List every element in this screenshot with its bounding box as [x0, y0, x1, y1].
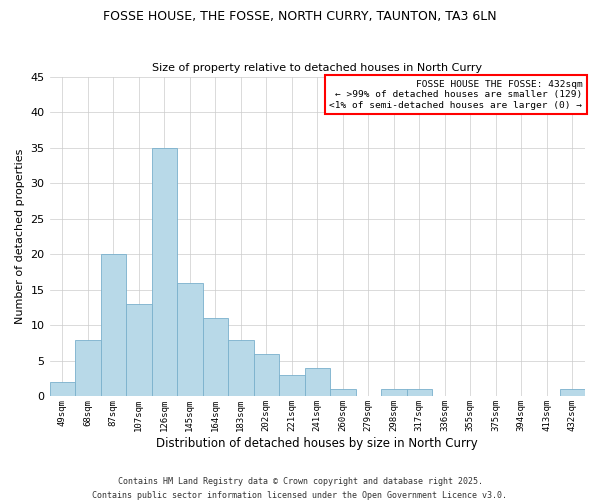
Bar	[330, 390, 356, 396]
Bar	[254, 354, 279, 397]
Bar	[381, 390, 407, 396]
Bar	[177, 282, 203, 397]
X-axis label: Distribution of detached houses by size in North Curry: Distribution of detached houses by size …	[157, 437, 478, 450]
Bar	[101, 254, 126, 396]
Bar	[279, 375, 305, 396]
Bar	[305, 368, 330, 396]
Y-axis label: Number of detached properties: Number of detached properties	[15, 149, 25, 324]
Bar	[50, 382, 75, 396]
Bar	[560, 390, 585, 396]
Bar	[75, 340, 101, 396]
Title: Size of property relative to detached houses in North Curry: Size of property relative to detached ho…	[152, 63, 482, 73]
Bar	[152, 148, 177, 396]
Text: Contains HM Land Registry data © Crown copyright and database right 2025.
Contai: Contains HM Land Registry data © Crown c…	[92, 478, 508, 500]
Bar	[203, 318, 228, 396]
Bar	[407, 390, 432, 396]
Text: FOSSE HOUSE, THE FOSSE, NORTH CURRY, TAUNTON, TA3 6LN: FOSSE HOUSE, THE FOSSE, NORTH CURRY, TAU…	[103, 10, 497, 23]
Text: FOSSE HOUSE THE FOSSE: 432sqm
← >99% of detached houses are smaller (129)
<1% of: FOSSE HOUSE THE FOSSE: 432sqm ← >99% of …	[329, 80, 583, 110]
Bar	[228, 340, 254, 396]
Bar	[126, 304, 152, 396]
